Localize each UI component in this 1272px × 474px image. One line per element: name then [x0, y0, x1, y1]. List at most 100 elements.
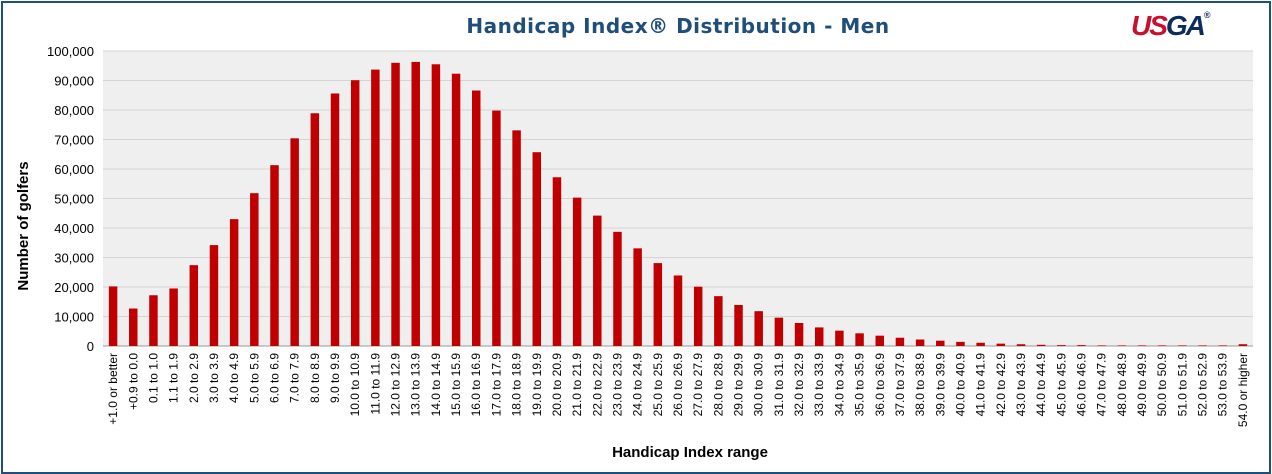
x-tick-label: 8.0 to 8.9 [308, 353, 322, 403]
y-tick-label: 70,000 [54, 133, 94, 148]
bar [431, 64, 441, 347]
bar [1077, 345, 1086, 346]
bars [108, 61, 1248, 347]
x-tick-label: 10.0 to 10.9 [348, 353, 362, 417]
x-tick-label: 20.0 to 20.9 [550, 353, 564, 417]
bar [1117, 345, 1127, 346]
bar [472, 90, 481, 346]
bar [1157, 345, 1167, 346]
x-tick-label: 12.0 to 12.9 [389, 353, 403, 417]
bar [936, 340, 945, 346]
bar [915, 339, 925, 346]
x-tick-label: 23.0 to 23.9 [610, 353, 624, 417]
bar [653, 263, 663, 346]
x-tick-label: 9.0 to 9.9 [328, 353, 342, 403]
x-tick-label: 24.0 to 24.9 [631, 353, 645, 417]
x-tick-labels: +1.0 or better +0.9 to 0.0 0.1 to 1.0 1.1 t… [106, 353, 1250, 427]
x-tick-label: 11.0 to 11.9 [368, 353, 382, 415]
x-tick-label: 39.0 to 39.9 [933, 353, 947, 417]
x-tick-label: 40.0 to 40.9 [953, 353, 967, 417]
x-tick-label: 38.0 to 38.9 [913, 353, 927, 417]
y-tick-label: 10,000 [54, 310, 94, 325]
bar [189, 265, 199, 346]
bar [633, 248, 642, 346]
bar [895, 337, 905, 346]
y-tick-labels: 0 10,000 20,000 30,000 40,000 50,000 60,000 70,… [47, 44, 94, 354]
bar [129, 308, 138, 346]
x-tick-label: 52.0 to 52.9 [1196, 353, 1210, 417]
x-tick-label: 22.0 to 22.9 [590, 353, 604, 417]
y-tick-label: 80,000 [54, 103, 94, 118]
bar [1097, 345, 1106, 346]
x-tick-label: 25.0 to 25.9 [651, 353, 665, 417]
x-tick-label: 3.0 to 3.9 [207, 353, 221, 403]
x-tick-label: 26.0 to 26.9 [671, 353, 685, 417]
x-tick-label: 4.0 to 4.9 [227, 353, 241, 403]
x-tick-label: 48.0 to 48.9 [1115, 353, 1129, 417]
bar [593, 215, 602, 346]
x-tick-label: 18.0 to 18.9 [510, 353, 524, 417]
bar [250, 193, 259, 346]
y-tick-label: 30,000 [54, 251, 94, 266]
x-tick-label: 54.0 or higher [1236, 353, 1250, 427]
bar [149, 295, 158, 346]
bar [1238, 344, 1248, 346]
x-tick-label: 46.0 to 46.9 [1075, 353, 1089, 417]
bar [330, 93, 340, 346]
bar [1218, 345, 1227, 346]
x-tick-label: 14.0 to 14.9 [429, 353, 443, 417]
x-tick-label: 1.1 to 1.9 [167, 353, 181, 403]
x-tick-label: 19.0 to 19.9 [530, 353, 544, 417]
x-tick-label: 49.0 to 49.9 [1135, 353, 1149, 417]
bar [1178, 345, 1187, 346]
bar [270, 165, 279, 346]
y-axis-label: Number of golfers [15, 161, 32, 290]
y-tick-label: 90,000 [54, 74, 94, 89]
x-tick-label: 45.0 to 45.9 [1054, 353, 1068, 417]
x-tick-label: 41.0 to 41.9 [974, 353, 988, 417]
x-tick-label: 6.0 to 6.9 [267, 353, 281, 403]
x-tick-label: 44.0 to 44.9 [1034, 353, 1048, 417]
bar [229, 219, 239, 346]
bar [956, 341, 965, 346]
bar [552, 177, 562, 346]
bar [976, 342, 985, 346]
usga-logo: USGA® [1131, 10, 1211, 41]
y-tick-label: 40,000 [54, 221, 94, 236]
bar [774, 317, 784, 346]
x-tick-label: 17.0 to 17.9 [489, 353, 503, 417]
bar [1016, 344, 1026, 346]
bar [492, 110, 501, 346]
bar [835, 330, 844, 346]
x-tick-label: 32.0 to 32.9 [792, 353, 806, 417]
x-tick-label: 28.0 to 28.9 [711, 353, 725, 417]
x-tick-label: 15.0 to 15.9 [449, 353, 463, 417]
x-tick-label: 16.0 to 16.9 [469, 353, 483, 417]
y-tick-label: 60,000 [54, 162, 94, 177]
bar [209, 245, 219, 346]
bar [1137, 345, 1147, 346]
x-tick-label: 5.0 to 5.9 [247, 353, 261, 403]
x-tick-label: 33.0 to 33.9 [812, 353, 826, 417]
bar [411, 61, 420, 346]
bar [734, 304, 743, 346]
x-tick-label: 27.0 to 27.9 [691, 353, 705, 417]
x-tick-label: 30.0 to 30.9 [752, 353, 766, 417]
bar [1057, 345, 1066, 346]
bar [714, 296, 723, 346]
y-tick-label: 0 [87, 339, 94, 354]
bar [572, 197, 582, 346]
bar [996, 343, 1006, 346]
bar [290, 138, 299, 346]
bar [754, 311, 763, 346]
x-tick-label: 37.0 to 37.9 [893, 353, 907, 417]
bar [108, 286, 118, 346]
bar [350, 80, 360, 346]
bar [693, 286, 703, 346]
x-tick-label: 7.0 to 7.9 [288, 353, 302, 403]
bar [814, 327, 824, 346]
bar [310, 113, 320, 347]
x-tick-label: 42.0 to 42.9 [994, 353, 1008, 417]
bar [371, 69, 380, 347]
